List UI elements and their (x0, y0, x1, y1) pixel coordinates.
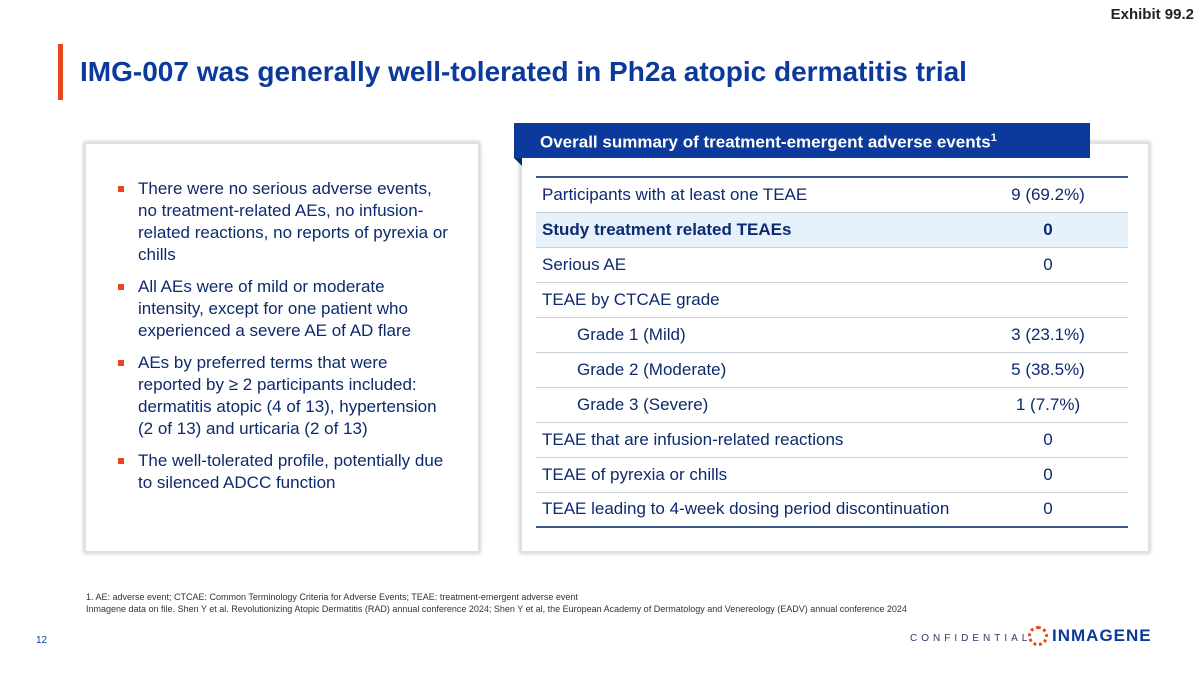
table-title: Overall summary of treatment-emergent ad… (540, 132, 991, 152)
bullet-item: There were no serious adverse events, no… (118, 179, 448, 264)
row-value: 0 (968, 422, 1128, 458)
row-value: 3 (23.1%) (968, 317, 1128, 353)
key-points-box: There were no serious adverse events, no… (84, 142, 480, 553)
footnotes: 1. AE: adverse event; CTCAE: Common Term… (86, 591, 907, 615)
table-row: Grade 1 (Mild) 3 (23.1%) (536, 317, 1128, 353)
row-value: 9 (69.2%) (968, 176, 1128, 213)
row-value: 5 (38.5%) (968, 352, 1128, 388)
table-row: TEAE by CTCAE grade (536, 282, 1128, 318)
confidential-label: CONFIDENTIAL (910, 633, 1032, 644)
row-value: 0 (968, 457, 1128, 493)
table-row: TEAE of pyrexia or chills 0 (536, 457, 1128, 493)
row-value: 0 (968, 247, 1128, 283)
row-value: 0 (968, 212, 1128, 248)
row-label: Serious AE (536, 247, 968, 283)
row-value: 0 (968, 492, 1128, 528)
table-row: Serious AE 0 (536, 247, 1128, 283)
table-row: Participants with at least one TEAE 9 (69… (536, 176, 1128, 213)
table-row: Study treatment related TEAEs 0 (536, 212, 1128, 248)
row-label: TEAE leading to 4-week dosing period dis… (536, 492, 968, 528)
row-value: 1 (7.7%) (968, 387, 1128, 423)
table-row: TEAE that are infusion-related reactions… (536, 422, 1128, 458)
teae-table: Participants with at least one TEAE 9 (69… (536, 176, 1128, 528)
table-row: Grade 2 (Moderate) 5 (38.5%) (536, 352, 1128, 388)
row-value (968, 282, 1128, 318)
row-label: Participants with at least one TEAE (536, 176, 968, 213)
table-row: Grade 3 (Severe) 1 (7.7%) (536, 387, 1128, 423)
logo-mark-icon (1028, 626, 1048, 646)
row-label: TEAE of pyrexia or chills (536, 457, 968, 493)
row-label: TEAE by CTCAE grade (536, 282, 968, 318)
page-title: IMG-007 was generally well-tolerated in … (80, 56, 967, 87)
exhibit-label: Exhibit 99.2 (1110, 6, 1194, 23)
banner-fold (514, 158, 522, 166)
bullet-item: AEs by preferred terms that were reporte… (118, 352, 448, 440)
company-logo: INMAGENE (1028, 626, 1152, 646)
bullet-item: The well-tolerated profile, potentially … (118, 450, 448, 494)
page-number: 12 (36, 635, 48, 646)
row-label: Study treatment related TEAEs (536, 212, 968, 248)
title-accent-bar (58, 44, 63, 100)
table-row: TEAE leading to 4-week dosing period dis… (536, 492, 1128, 528)
bullet-item: All AEs were of mild or moderate intensi… (118, 276, 448, 342)
row-label: TEAE that are infusion-related reactions (536, 422, 968, 458)
logo-text: INMAGENE (1052, 626, 1152, 645)
row-label: Grade 2 (Moderate) (536, 352, 968, 388)
footnote: Inmagene data on file. Shen Y et al. Rev… (86, 604, 907, 614)
row-label: Grade 1 (Mild) (536, 317, 968, 353)
row-label: Grade 3 (Severe) (536, 387, 968, 423)
table-header-banner: Overall summary of treatment-emergent ad… (514, 123, 1090, 158)
footnote-ref: 1 (990, 132, 997, 144)
footnote: 1. AE: adverse event; CTCAE: Common Term… (86, 592, 578, 602)
